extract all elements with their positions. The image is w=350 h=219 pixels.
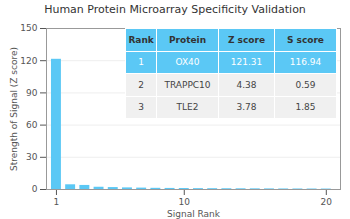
html-text:Z score: Z score — [227, 34, 265, 45]
html-text:OX40: OX40 — [175, 57, 200, 68]
html-text:TLE2: TLE2 — [176, 102, 199, 113]
svg-text:Signal Rank: Signal Rank — [167, 209, 221, 219]
svg-text:20: 20 — [321, 197, 333, 207]
html-text:Human Protein Microarray Speci: Human Protein Microarray Specificity Val… — [44, 3, 306, 16]
html-text:1.85: 1.85 — [295, 102, 316, 113]
html-text:0.59: 0.59 — [295, 79, 316, 90]
svg-text:120: 120 — [20, 56, 37, 66]
svg-text:90: 90 — [26, 88, 38, 98]
html-text:2: 2 — [138, 79, 144, 90]
html-text:121.31: 121.31 — [230, 57, 263, 68]
html-text:4.38: 4.38 — [236, 79, 257, 90]
html-text:116.94: 116.94 — [289, 57, 322, 68]
svg-text:150: 150 — [20, 23, 37, 33]
svg-text:10: 10 — [179, 197, 191, 207]
svg-text:Strength of Signal (Z score): Strength of Signal (Z score) — [9, 47, 19, 171]
svg-text:1: 1 — [54, 197, 60, 207]
html-text:S score: S score — [286, 34, 324, 45]
svg-text:30: 30 — [26, 152, 38, 162]
html-text:1: 1 — [138, 57, 144, 68]
svg-text:0: 0 — [32, 184, 38, 194]
html-text:3.78: 3.78 — [236, 102, 257, 113]
svg-text:60: 60 — [26, 120, 38, 130]
html-text:3: 3 — [138, 102, 144, 113]
html-text:TRAPPC10: TRAPPC10 — [164, 79, 211, 90]
html-text:Protein: Protein — [168, 34, 206, 45]
html-text:Rank: Rank — [128, 34, 154, 45]
